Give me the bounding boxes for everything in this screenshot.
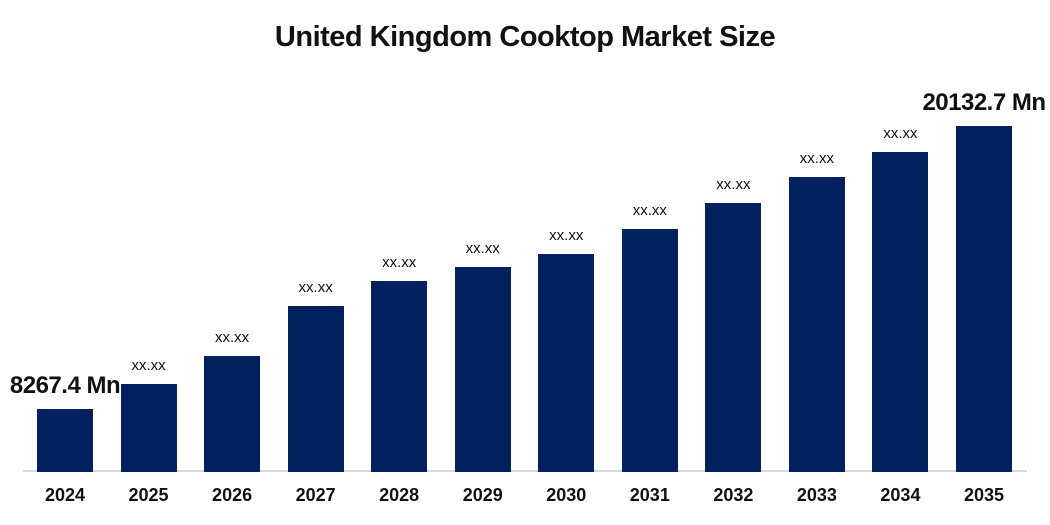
bar-value-label-2030: xx.xx — [549, 227, 584, 244]
bar-2027 — [287, 306, 344, 472]
bar-value-label-2027: xx.xx — [298, 279, 333, 296]
x-axis-tick-2030: 2030 — [546, 485, 587, 505]
x-axis-tick-2035: 2035 — [963, 485, 1005, 505]
bar-2029 — [454, 267, 511, 472]
bar-value-label-2031: xx.xx — [632, 202, 667, 219]
x-axis-tick-2029: 2029 — [462, 485, 503, 505]
bar-2034 — [872, 152, 929, 472]
bar-2035 — [955, 126, 1012, 472]
bar-2026 — [204, 356, 261, 472]
bar-2024 — [37, 409, 93, 472]
bar-2030 — [538, 254, 595, 472]
x-axis-line — [23, 470, 1027, 472]
x-axis-tick-2024: 2024 — [44, 485, 86, 505]
bar-2032 — [705, 203, 762, 472]
bar-value-label-2024: 8267.4 Mn — [9, 372, 121, 399]
chart-title: United Kingdom Cooktop Market Size — [274, 21, 776, 53]
bar-value-label-2035: 20132.7 Mn — [922, 89, 1046, 116]
bar-2033 — [788, 177, 845, 472]
bar-value-label-2032: xx.xx — [716, 176, 751, 193]
x-axis-tick-2033: 2033 — [796, 485, 837, 505]
x-axis-tick-2028: 2028 — [379, 485, 420, 505]
bar-value-label-2028: xx.xx — [382, 254, 417, 271]
bar-value-label-2033: xx.xx — [799, 150, 834, 167]
x-axis-tick-2027: 2027 — [295, 485, 336, 505]
bar-2031 — [621, 229, 678, 472]
x-axis-tick-2026: 2026 — [212, 485, 253, 505]
x-axis-tick-2032: 2032 — [713, 485, 754, 505]
x-axis-tick-2034: 2034 — [880, 485, 921, 505]
x-axis-tick-2031: 2031 — [629, 485, 670, 505]
bar-value-label-2034: xx.xx — [883, 125, 918, 142]
bar-value-label-2026: xx.xx — [214, 329, 250, 346]
bar-2028 — [371, 281, 428, 472]
bar-value-label-2025: xx.xx — [131, 357, 166, 374]
bar-value-label-2029: xx.xx — [465, 240, 500, 257]
bar-2025 — [120, 384, 177, 472]
x-axis-tick-2025: 2025 — [128, 485, 169, 505]
